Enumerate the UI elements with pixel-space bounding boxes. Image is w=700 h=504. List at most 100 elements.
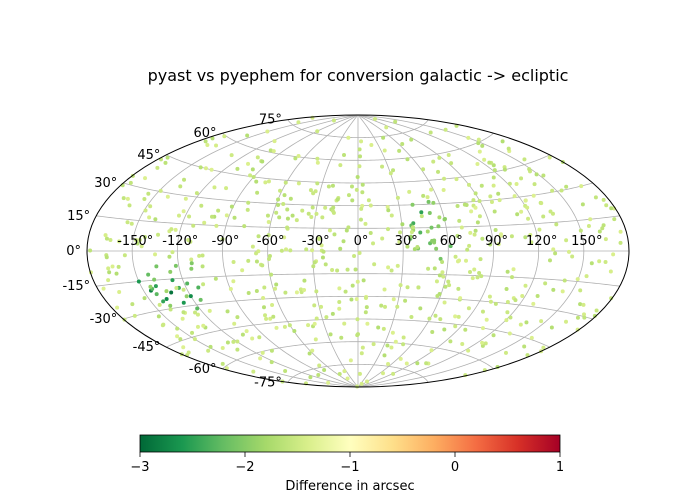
scatter-point [428,130,433,135]
scatter-point [338,163,343,168]
scatter-point [317,237,322,241]
scatter-point [510,275,514,280]
scatter-point [164,296,169,301]
scatter-point [337,306,342,311]
scatter-point [391,168,396,173]
scatter-point [448,339,453,344]
scatter-point [523,283,528,288]
scatter-point [148,204,153,209]
scatter-point [496,191,501,196]
scatter-point [330,268,335,272]
scatter-point [511,267,516,272]
scatter-point [480,143,485,148]
scatter-point [479,274,484,279]
scatter-point [559,188,564,193]
scatter-point [274,325,279,330]
scatter-point [268,148,273,153]
scatter-point [337,372,342,377]
scatter-point [173,227,178,232]
parallel-line [123,182,593,207]
scatter-point [125,196,130,201]
scatter-point [268,316,273,321]
scatter-point [88,248,93,253]
scatter-point [146,272,151,277]
scatter-point [210,136,215,141]
scatter-point [471,198,476,203]
scatter-point [529,240,534,245]
scatter-point [322,368,327,373]
scatter-point [363,296,368,301]
scatter-point [409,137,414,142]
scatter-point [404,361,409,366]
scatter-point [355,279,360,284]
scatter-point [504,318,509,323]
scatter-point [106,266,111,271]
scatter-point [401,342,406,347]
scatter-point [282,324,287,329]
scatter-point [201,282,206,287]
scatter-point [527,167,532,172]
scatter-point [359,206,364,211]
scatter-point [224,213,229,218]
scatter-point [261,295,266,300]
scatter-point [609,206,614,211]
scatter-point [315,160,320,165]
scatter-point [427,316,432,321]
scatter-point [339,335,344,340]
scatter-point [539,319,544,324]
scatter-point [278,188,283,193]
scatter-point [136,279,141,284]
scatter-point [258,356,263,361]
scatter-point [342,369,347,374]
scatter-point [209,167,214,172]
scatter-point [310,348,315,353]
scatter-point [158,188,163,193]
scatter-point [480,326,485,331]
scatter-point [405,157,410,162]
scatter-point [220,237,225,242]
scatter-point [205,143,210,148]
scatter-point [470,276,475,281]
scatter-point [107,270,112,275]
scatter-point [504,287,509,292]
scatter-point [435,293,440,298]
scatter-point [285,216,290,221]
scatter-point [213,276,218,281]
scatter-point [328,332,333,337]
scatter-point [453,314,458,319]
scatter-point [314,289,319,294]
scatter-point [288,248,293,253]
scatter-point [212,185,217,190]
scatter-point [189,266,194,271]
scatter-point [446,279,451,284]
scatter-point [269,272,274,277]
scatter-point [480,343,485,348]
scatter-point [480,309,485,314]
scatter-point [564,319,568,324]
scatter-point [453,324,458,329]
scatter-point [104,255,109,260]
scatter-point [443,284,448,289]
scatter-point [520,294,525,298]
scatter-point [503,350,508,355]
scatter-point [409,314,414,319]
scatter-point [198,297,203,302]
scatter-point [400,142,405,147]
scatter-point [330,183,335,188]
scatter-point [570,254,575,259]
scatter-point [467,269,472,274]
scatter-point [346,225,351,230]
scatter-point [352,253,357,258]
parallel-line [222,132,494,161]
scatter-point [525,353,530,358]
scatter-point [304,247,309,252]
scatter-point [508,315,513,320]
map-outline [86,114,630,388]
scatter-point [416,285,421,290]
scatter-point [382,148,387,153]
scatter-point [578,302,583,307]
scatter-point [287,323,292,328]
scatter-point [603,259,608,264]
scatter-point [142,235,147,240]
scatter-point [564,238,569,243]
